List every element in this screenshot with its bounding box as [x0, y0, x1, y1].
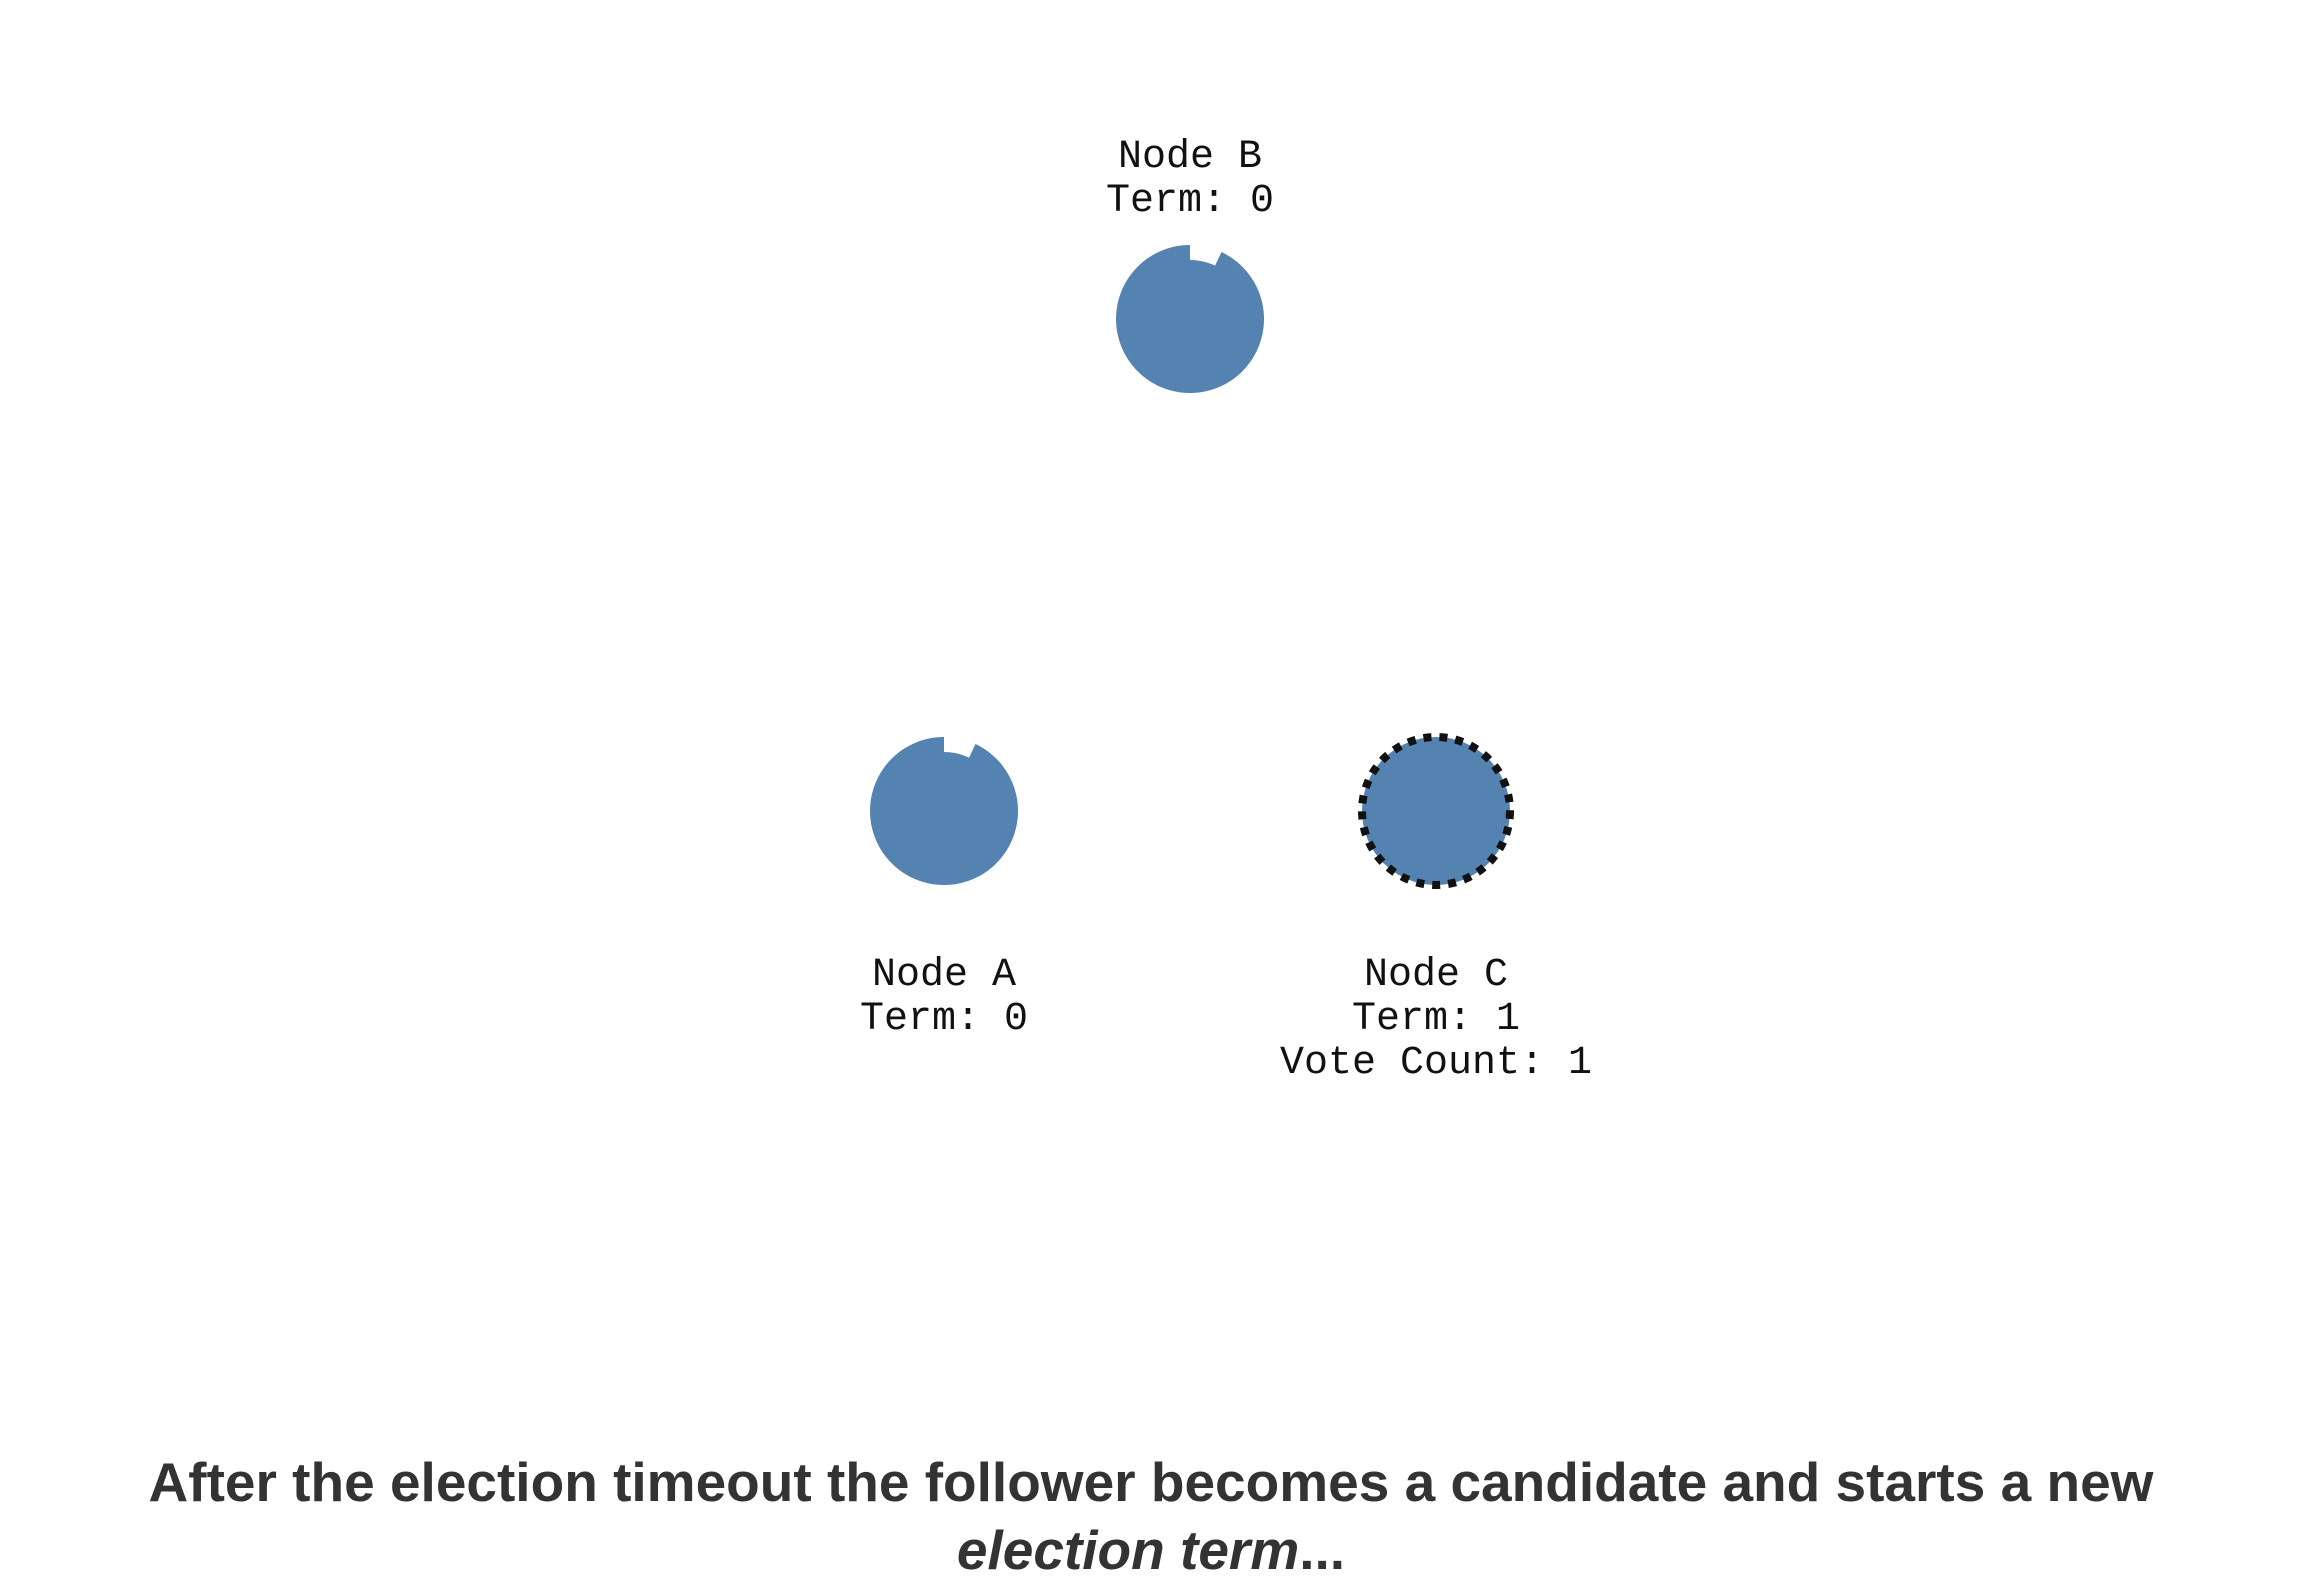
- caption: After the election timeout the follower …: [0, 1448, 2302, 1584]
- node-a-name: Node A: [872, 953, 1016, 998]
- node-a-term: Term: 0: [860, 997, 1028, 1042]
- node-b-circle: [1131, 260, 1249, 378]
- node-c-candidate-border: [1358, 733, 1514, 889]
- node-b-name: Node B: [1118, 135, 1262, 180]
- node-b[interactable]: Node B Term: 0: [1106, 135, 1274, 394]
- caption-line-2: election term...: [0, 1516, 2302, 1584]
- node-c-name: Node C: [1364, 953, 1508, 998]
- caption-line-1: After the election timeout the follower …: [148, 1451, 2154, 1513]
- caption-suffix: ...: [1299, 1519, 1346, 1581]
- caption-emphasis: election term: [956, 1519, 1300, 1581]
- node-a-circle: [885, 752, 1003, 870]
- node-c-term: Term: 1: [1352, 997, 1520, 1042]
- node-b-term: Term: 0: [1106, 179, 1274, 224]
- node-c[interactable]: Node C Term: 1 Vote Count: 1: [1280, 733, 1592, 1086]
- node-a[interactable]: Node A Term: 0: [860, 737, 1028, 1042]
- node-c-circle: [1362, 737, 1510, 885]
- node-c-vote-count: Vote Count: 1: [1280, 1041, 1592, 1086]
